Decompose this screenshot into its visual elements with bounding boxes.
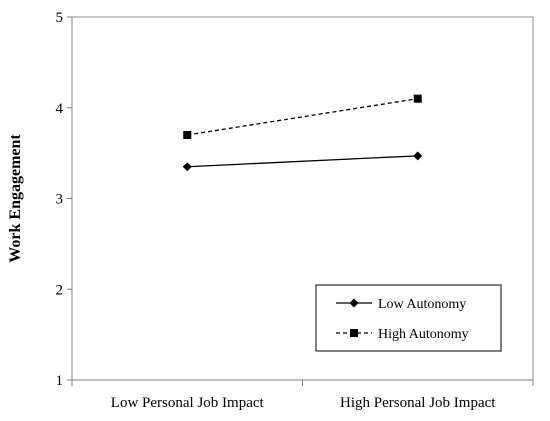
legend-entry: High Autonomy bbox=[336, 327, 469, 342]
y-tick-label: 5 bbox=[56, 10, 64, 26]
legend-box bbox=[315, 284, 502, 352]
y-tick-label: 4 bbox=[56, 101, 64, 117]
legend-label: Low Autonomy bbox=[378, 297, 466, 312]
y-tick-label: 3 bbox=[56, 192, 64, 208]
series-layer bbox=[182, 94, 423, 172]
diamond-point bbox=[182, 162, 192, 172]
y-tick-label: 1 bbox=[56, 373, 64, 389]
series-line bbox=[187, 98, 418, 136]
square-point bbox=[183, 130, 192, 139]
x-tick-label: Low Personal Job Impact bbox=[111, 395, 265, 411]
legend: Low Autonomy High Autonomy bbox=[315, 284, 502, 352]
square-point bbox=[413, 94, 422, 103]
series-high-autonomy bbox=[183, 94, 422, 139]
legend-entry: Low Autonomy bbox=[336, 297, 466, 312]
series-low-autonomy bbox=[182, 151, 423, 172]
axes: 1 2 3 4 5 Low Personal Job Impact High Persona… bbox=[7, 10, 534, 411]
y-axis-title: Work Engagement bbox=[7, 134, 24, 263]
legend-label: High Autonomy bbox=[378, 327, 469, 342]
legend-square-marker bbox=[350, 329, 358, 337]
diamond-point bbox=[413, 151, 423, 161]
x-tick-label: High Personal Job Impact bbox=[340, 395, 496, 411]
legend-diamond-marker bbox=[349, 298, 359, 308]
y-tick-label: 2 bbox=[56, 282, 64, 298]
series-line bbox=[187, 155, 418, 168]
